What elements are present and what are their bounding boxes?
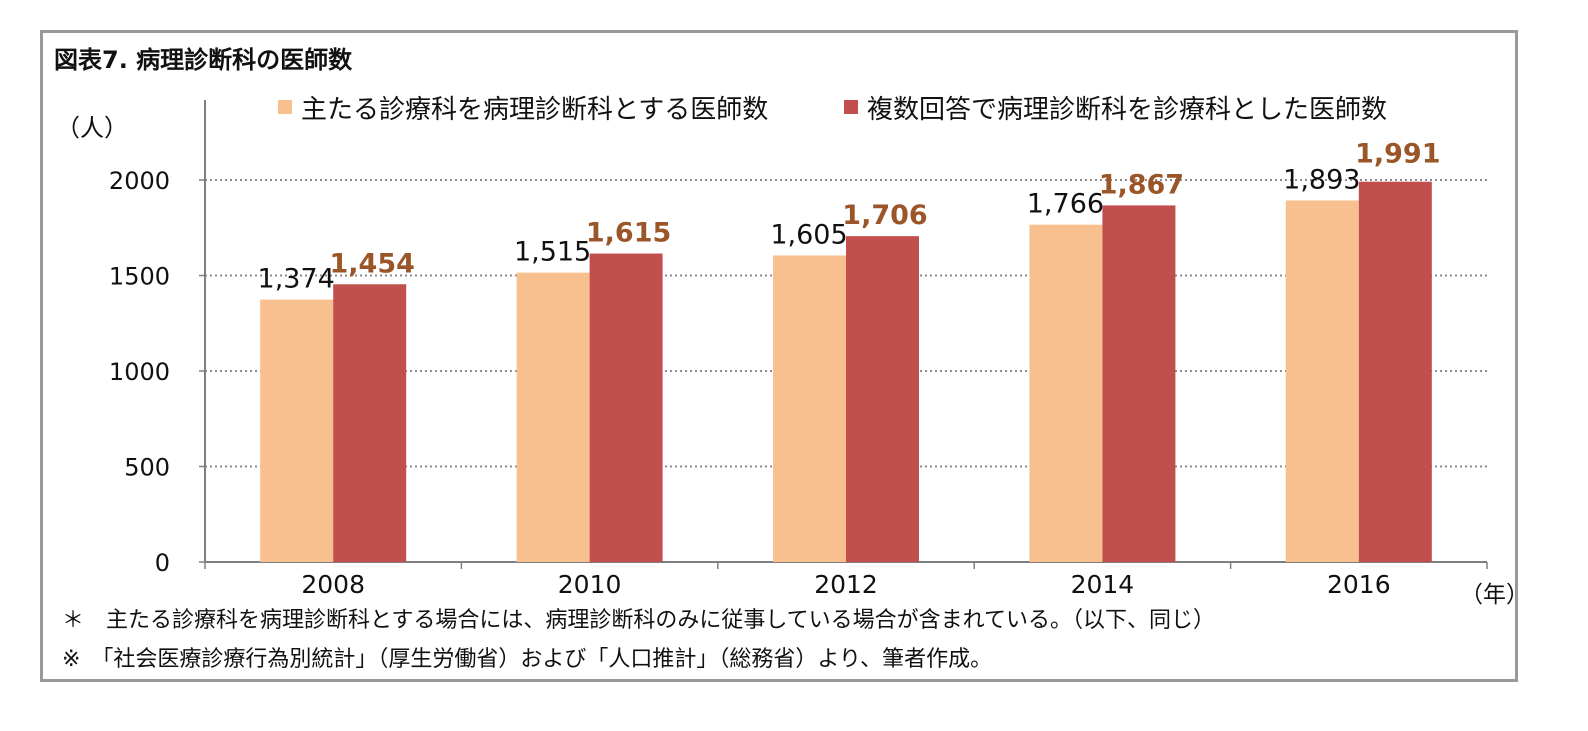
data-label-2012-series-2: 1,706 bbox=[842, 200, 927, 231]
x-tick-label-2016: 2016 bbox=[1327, 570, 1391, 599]
x-tick-label-2010: 2010 bbox=[558, 570, 622, 599]
bar-2016-series-1 bbox=[1285, 200, 1359, 562]
x-tick-label-2012: 2012 bbox=[814, 570, 878, 599]
bar-2016-series-2 bbox=[1358, 181, 1432, 562]
legend-label-primary: 主たる診療科を病理診断科とする医師数 bbox=[301, 94, 769, 125]
y-axis-unit: （人） bbox=[56, 114, 128, 142]
data-label-2010-series-1: 1,515 bbox=[514, 237, 591, 268]
bar-2014-series-2 bbox=[1102, 205, 1176, 562]
bar-2010-series-1 bbox=[516, 272, 590, 562]
footnote-source: ※ 「社会医療診療行為別統計」（厚生労働省）および「人口推計」（総務省）より、筆… bbox=[62, 647, 993, 672]
y-tick-label-500: 500 bbox=[124, 454, 170, 482]
legend-swatch-multiple bbox=[844, 100, 858, 114]
bar-2012-series-2 bbox=[846, 236, 919, 563]
footnote-primary: ＊ 主たる診療科を病理診断科とする場合には、病理診断科のみに従事している場合が含… bbox=[62, 608, 1216, 633]
legend-label-multiple: 複数回答で病理診断科を診療科とした医師数 bbox=[867, 94, 1388, 125]
bar-2008-series-2 bbox=[333, 284, 407, 562]
data-label-2016-series-2: 1,991 bbox=[1355, 139, 1440, 170]
bar-2014-series-1 bbox=[1029, 224, 1103, 562]
bar-2012-series-1 bbox=[773, 255, 846, 562]
x-tick-label-2008: 2008 bbox=[301, 570, 365, 599]
x-axis-unit: （年） bbox=[1460, 582, 1529, 608]
data-label-2010-series-2: 1,615 bbox=[586, 218, 671, 249]
legend-item-primary: 主たる診療科を病理診断科とする医師数 bbox=[278, 90, 769, 125]
x-tick-label-2014: 2014 bbox=[1071, 570, 1135, 599]
y-tick-label-1500: 1500 bbox=[109, 263, 170, 291]
data-label-2014-series-2: 1,867 bbox=[1099, 169, 1184, 200]
y-tick-label-0: 0 bbox=[155, 549, 170, 577]
y-tick-label-2000: 2000 bbox=[109, 167, 170, 195]
bar-2008-series-1 bbox=[260, 299, 334, 562]
legend-item-multiple: 複数回答で病理診断科を診療科とした医師数 bbox=[844, 90, 1388, 125]
data-label-2008-series-2: 1,454 bbox=[329, 248, 414, 279]
chart-title: 図表7. 病理診断科の医師数 bbox=[54, 46, 353, 74]
y-tick-label-1000: 1000 bbox=[109, 358, 170, 386]
data-label-2012-series-1: 1,605 bbox=[770, 219, 847, 250]
legend-swatch-primary bbox=[278, 100, 292, 114]
data-label-2008-series-1: 1,374 bbox=[258, 264, 335, 295]
data-label-2014-series-1: 1,766 bbox=[1027, 189, 1104, 220]
data-label-2016-series-1: 1,893 bbox=[1283, 164, 1360, 195]
bar-2010-series-2 bbox=[589, 253, 663, 562]
